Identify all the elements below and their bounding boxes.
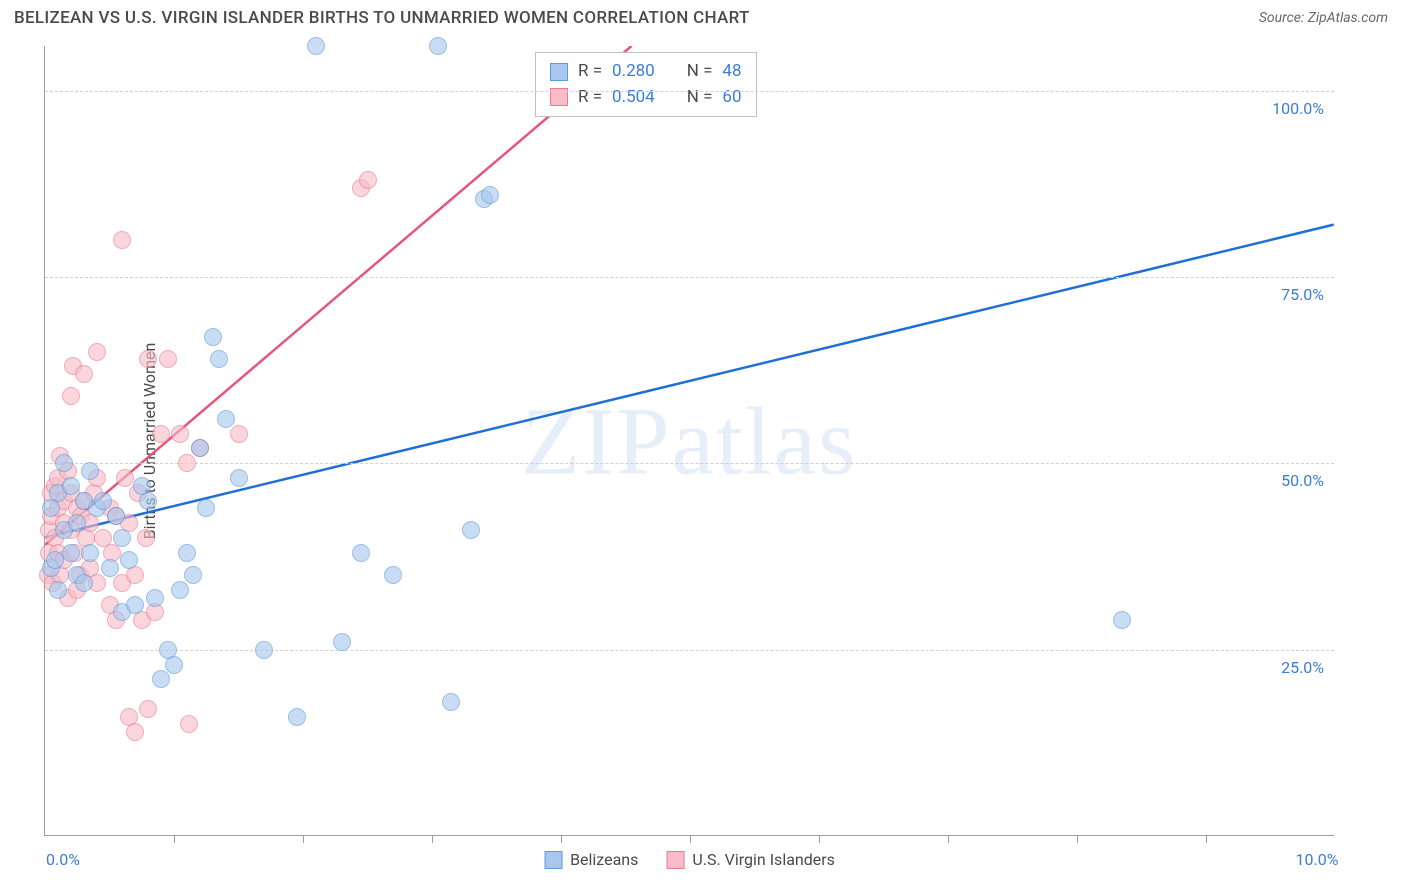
scatter-point-belizeans — [75, 574, 93, 592]
scatter-point-belizeans — [81, 544, 99, 562]
scatter-point-belizeans — [101, 559, 119, 577]
scatter-point-belizeans — [197, 499, 215, 517]
scatter-point-belizeans — [352, 544, 370, 562]
y-tick-label: 100.0% — [1272, 99, 1324, 118]
scatter-point-belizeans — [146, 589, 164, 607]
scatter-point-belizeans — [55, 454, 73, 472]
scatter-point-belizeans — [462, 521, 480, 539]
gridline-horizontal — [45, 277, 1334, 278]
scatter-point-belizeans — [429, 37, 447, 55]
scatter-point-belizeans — [81, 462, 99, 480]
scatter-point-usvi — [178, 454, 196, 472]
scatter-point-belizeans — [62, 477, 80, 495]
scatter-point-belizeans — [217, 410, 235, 428]
scatter-point-belizeans — [68, 514, 86, 532]
x-tick — [174, 835, 175, 843]
x-tick — [432, 835, 433, 843]
x-tick — [948, 835, 949, 843]
scatter-point-belizeans — [481, 186, 499, 204]
scatter-point-belizeans — [1113, 611, 1131, 629]
trend-line-usvi — [45, 46, 631, 545]
legend-swatch — [544, 851, 562, 869]
trend-line-belizeans — [45, 225, 1333, 538]
scatter-point-belizeans — [307, 37, 325, 55]
watermark-text: ZIPatlas — [522, 385, 858, 496]
stat-r-value: 0.504 — [612, 85, 655, 111]
y-tick-label: 75.0% — [1281, 285, 1324, 304]
scatter-point-usvi — [113, 231, 131, 249]
scatter-point-usvi — [137, 529, 155, 547]
scatter-point-belizeans — [120, 551, 138, 569]
scatter-point-belizeans — [255, 641, 273, 659]
scatter-point-usvi — [180, 715, 198, 733]
scatter-point-usvi — [62, 387, 80, 405]
stat-n-value: 48 — [722, 59, 741, 85]
stat-r-label: R = — [578, 85, 602, 111]
scatter-point-belizeans — [113, 529, 131, 547]
scatter-point-belizeans — [204, 328, 222, 346]
gridline-horizontal — [45, 650, 1334, 651]
scatter-chart: Births to Unmarried Women ZIPatlas R =0.… — [44, 46, 1334, 836]
x-tick — [303, 835, 304, 843]
chart-title: BELIZEAN VS U.S. VIRGIN ISLANDER BIRTHS … — [14, 8, 750, 28]
stat-r-label: R = — [578, 59, 602, 85]
stat-row: R = 0.280 N = 48 — [550, 59, 742, 85]
gridline-horizontal — [45, 463, 1334, 464]
x-tick — [819, 835, 820, 843]
scatter-point-usvi — [359, 171, 377, 189]
x-tick-label: 0.0% — [46, 850, 80, 869]
scatter-point-belizeans — [333, 633, 351, 651]
scatter-point-belizeans — [288, 708, 306, 726]
scatter-point-usvi — [159, 350, 177, 368]
scatter-point-usvi — [116, 469, 134, 487]
scatter-point-belizeans — [94, 492, 112, 510]
scatter-point-usvi — [88, 343, 106, 361]
x-tick-label: 10.0% — [1296, 850, 1339, 869]
stat-row: R = 0.504 N = 60 — [550, 85, 742, 111]
scatter-point-belizeans — [107, 507, 125, 525]
y-tick-label: 25.0% — [1281, 658, 1324, 677]
scatter-point-belizeans — [139, 492, 157, 510]
legend-label: Belizeans — [570, 850, 638, 869]
scatter-point-belizeans — [384, 566, 402, 584]
scatter-point-belizeans — [184, 566, 202, 584]
legend-item: Belizeans — [544, 850, 638, 869]
scatter-point-belizeans — [171, 581, 189, 599]
stat-swatch — [550, 63, 568, 81]
scatter-point-belizeans — [62, 544, 80, 562]
stat-r-value: 0.280 — [612, 59, 655, 85]
x-tick — [690, 835, 691, 843]
legend: Belizeans U.S. Virgin Islanders — [544, 850, 835, 869]
scatter-point-usvi — [230, 425, 248, 443]
scatter-point-belizeans — [49, 581, 67, 599]
x-tick — [561, 835, 562, 843]
chart-header: BELIZEAN VS U.S. VIRGIN ISLANDER BIRTHS … — [0, 0, 1406, 36]
x-tick — [1077, 835, 1078, 843]
stat-n-value: 60 — [722, 85, 741, 111]
scatter-point-belizeans — [191, 439, 209, 457]
source-attribution: Source: ZipAtlas.com — [1259, 10, 1388, 26]
correlation-stat-box: R = 0.280 N = 48 R = 0.504 N = 60 — [535, 52, 757, 117]
x-tick — [1206, 835, 1207, 843]
scatter-point-belizeans — [178, 544, 196, 562]
scatter-point-usvi — [75, 365, 93, 383]
scatter-point-belizeans — [126, 596, 144, 614]
scatter-point-usvi — [139, 350, 157, 368]
scatter-point-usvi — [139, 700, 157, 718]
gridline-horizontal — [45, 91, 1334, 92]
scatter-point-belizeans — [442, 693, 460, 711]
legend-swatch — [666, 851, 684, 869]
legend-label: U.S. Virgin Islanders — [692, 850, 835, 869]
y-tick-label: 50.0% — [1281, 471, 1324, 490]
scatter-point-belizeans — [210, 350, 228, 368]
scatter-point-belizeans — [165, 656, 183, 674]
stat-n-label: N = — [687, 85, 713, 111]
legend-item: U.S. Virgin Islanders — [666, 850, 835, 869]
stat-n-label: N = — [687, 59, 713, 85]
scatter-point-usvi — [152, 425, 170, 443]
scatter-point-usvi — [171, 425, 189, 443]
scatter-point-belizeans — [230, 469, 248, 487]
scatter-point-usvi — [126, 723, 144, 741]
scatter-point-belizeans — [152, 670, 170, 688]
